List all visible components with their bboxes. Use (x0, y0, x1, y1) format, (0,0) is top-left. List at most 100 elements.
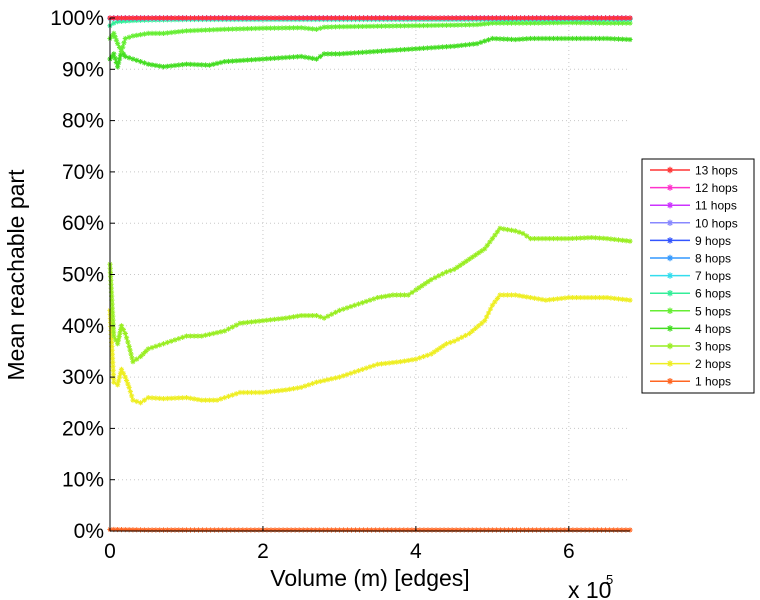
data-point (340, 306, 346, 312)
data-point (229, 26, 235, 32)
data-point (497, 527, 504, 533)
data-point (233, 26, 239, 32)
data-point (375, 48, 381, 54)
data-point (110, 325, 116, 331)
data-point (245, 26, 251, 32)
data-point (530, 527, 536, 533)
data-point (206, 27, 213, 33)
data-point (440, 343, 447, 349)
data-point (116, 374, 123, 380)
data-point (363, 49, 369, 55)
data-point (279, 25, 285, 31)
data-point (463, 258, 469, 264)
data-point (134, 527, 140, 533)
data-point (279, 315, 285, 322)
data-point (577, 294, 583, 301)
data-point (122, 374, 128, 380)
data-point (317, 53, 323, 60)
data-point (570, 235, 576, 242)
data-point (562, 295, 568, 301)
data-point (440, 44, 446, 50)
data-point (413, 15, 419, 21)
data-point (117, 52, 124, 58)
data-point (260, 389, 266, 396)
y-tick-label: 0% (74, 520, 104, 543)
data-point (397, 359, 404, 365)
data-point (264, 527, 270, 533)
data-point (306, 55, 312, 61)
data-point (157, 63, 163, 69)
data-point (508, 292, 515, 298)
data-point (294, 313, 300, 319)
data-point (141, 397, 148, 403)
data-point (356, 527, 363, 533)
legend-item: 11 hops (650, 199, 737, 213)
data-point (585, 294, 591, 301)
data-point (279, 55, 285, 61)
data-point (116, 60, 122, 66)
data-point (470, 41, 476, 47)
y-tick-label: 100% (50, 7, 104, 30)
data-point (110, 367, 116, 373)
data-point (594, 15, 600, 21)
data-point (300, 527, 306, 533)
data-point (325, 313, 331, 319)
data-point (218, 59, 224, 66)
data-point (141, 31, 148, 37)
data-point (332, 309, 339, 315)
data-point (484, 314, 490, 320)
data-point (222, 395, 228, 401)
data-point (493, 20, 499, 26)
data-point (479, 248, 485, 254)
data-point (252, 56, 258, 63)
data-point (109, 351, 115, 357)
data-point (187, 15, 194, 21)
series-2-hops (107, 292, 633, 406)
data-point (283, 25, 289, 31)
series-line (109, 227, 631, 363)
data-point (195, 62, 201, 68)
data-point (280, 15, 286, 21)
data-point (440, 22, 446, 28)
data-point (494, 295, 501, 302)
data-point (615, 237, 622, 243)
data-point (493, 36, 499, 42)
data-point (594, 527, 600, 533)
data-point (308, 527, 314, 533)
data-point (108, 281, 114, 287)
data-point (582, 527, 588, 533)
data-point (283, 387, 289, 393)
data-point (157, 342, 163, 348)
data-point (573, 294, 580, 301)
data-point (348, 370, 354, 376)
data-point (428, 22, 434, 29)
data-point (313, 56, 320, 62)
data-point (153, 30, 159, 36)
data-point (336, 24, 343, 30)
data-point (422, 281, 428, 287)
data-point (118, 366, 125, 373)
data-point (428, 277, 434, 283)
data-point (485, 527, 491, 533)
data-point (283, 54, 289, 61)
data-point (431, 349, 437, 355)
data-point (256, 15, 262, 21)
data-point (590, 527, 596, 533)
data-point (218, 329, 224, 335)
series-5-hops (107, 20, 633, 54)
data-point (329, 24, 335, 30)
data-point (440, 271, 446, 277)
data-point (574, 527, 580, 533)
data-point (264, 15, 270, 21)
data-point (489, 20, 495, 26)
data-point (543, 297, 549, 303)
data-point (484, 242, 490, 249)
data-point (607, 527, 613, 533)
data-point (195, 333, 201, 339)
data-point (216, 15, 222, 21)
data-point (264, 56, 270, 62)
data-point (160, 527, 167, 533)
data-point (382, 48, 388, 54)
data-point (220, 15, 226, 21)
data-point (325, 377, 331, 383)
